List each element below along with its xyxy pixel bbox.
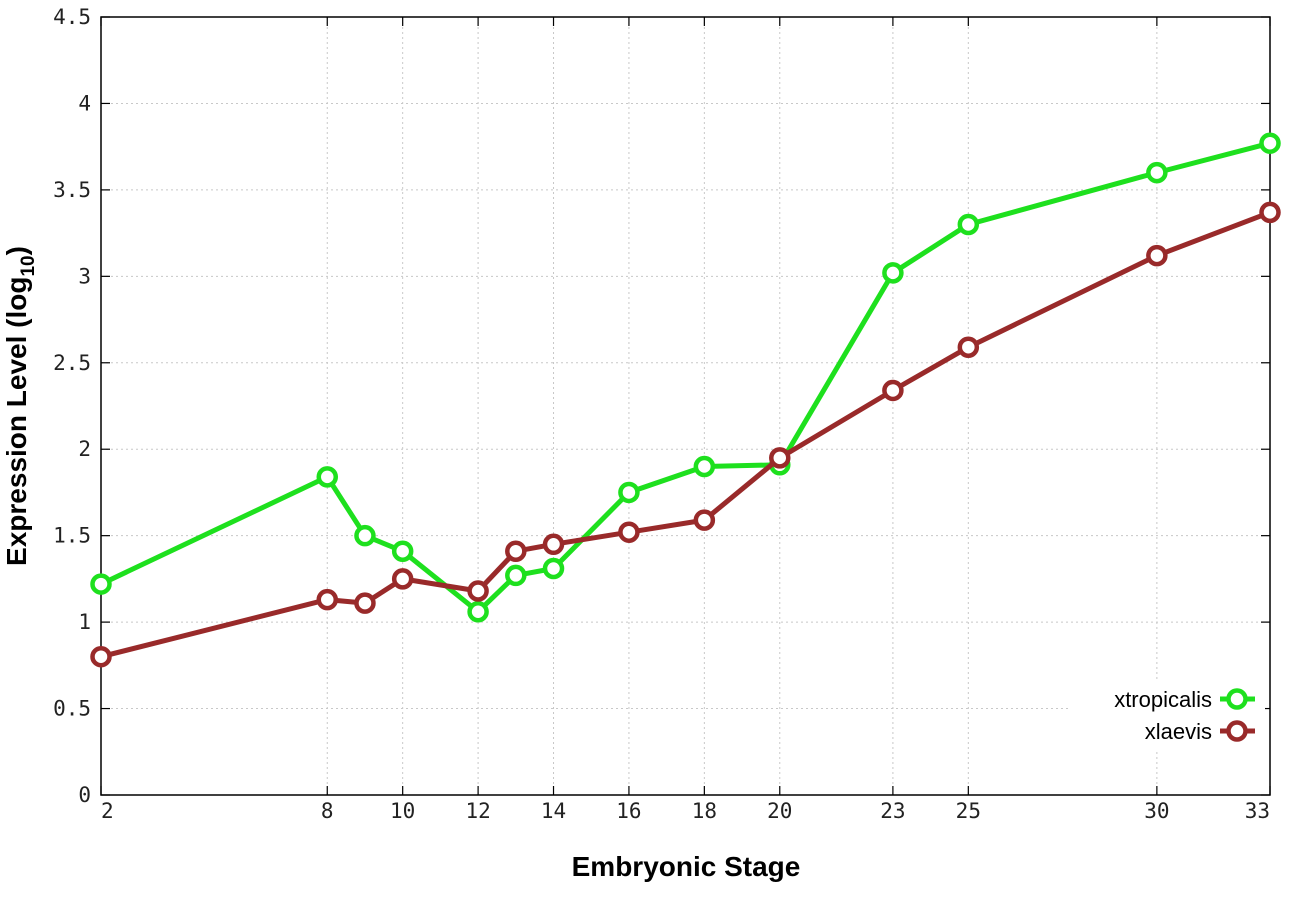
axis-ticks — [100, 16, 1271, 796]
y-axis-title-subscript: 10 — [18, 255, 39, 276]
series-xtropicalis — [90, 132, 1281, 623]
data-point-xlaevis — [1259, 201, 1281, 224]
series-line-xlaevis — [100, 210, 1271, 660]
data-point-xlaevis — [693, 509, 716, 531]
data-point-xlaevis — [316, 588, 339, 611]
y-tick-label: 1 — [78, 610, 91, 634]
data-point-xlaevis — [90, 645, 112, 668]
y-tick-label: 0.5 — [53, 697, 91, 721]
series-line-xtropicalis — [99, 140, 1271, 615]
data-point-xtropicalis — [505, 564, 527, 587]
x-tick-label: 25 — [956, 799, 981, 823]
y-tick-label: 3.5 — [53, 178, 91, 202]
data-point-xlaevis — [1146, 244, 1168, 267]
data-point-xlaevis — [769, 447, 791, 469]
x-tick-label: 30 — [1144, 799, 1169, 823]
series-layer — [90, 132, 1281, 668]
y-tick-label: 4.5 — [53, 5, 91, 29]
x-tick-label: 8 — [321, 799, 334, 823]
legend: xtropicalis xlaevis — [1070, 680, 1265, 752]
data-point-xtropicalis — [693, 455, 716, 478]
data-point-xtropicalis — [467, 600, 489, 623]
data-point-xlaevis — [467, 580, 489, 602]
legend-swatches — [1220, 688, 1255, 742]
data-point-xlaevis — [957, 336, 980, 358]
x-tick-label: 23 — [880, 799, 905, 823]
x-axis-title: Embryonic Stage — [572, 851, 801, 882]
data-point-xtropicalis — [618, 481, 640, 504]
y-tick-label: 4 — [78, 91, 91, 115]
series-xlaevis — [90, 201, 1281, 668]
y-tick-label: 2 — [78, 437, 91, 461]
y-axis-title-close: ) — [1, 246, 32, 255]
data-point-xtropicalis — [354, 524, 376, 547]
data-point-xtropicalis — [1146, 161, 1168, 184]
data-point-xtropicalis — [957, 213, 980, 236]
data-point-xlaevis — [882, 379, 904, 402]
legend-label-xlaevis: xlaevis — [1145, 719, 1212, 744]
data-point-xlaevis — [391, 568, 414, 590]
data-point-xlaevis — [542, 533, 565, 556]
data-point-xtropicalis — [542, 557, 565, 580]
y-tick-label: 3 — [78, 264, 91, 288]
y-tick-label: 0 — [78, 783, 91, 807]
x-tick-label: 14 — [541, 799, 566, 823]
x-tick-label: 16 — [616, 799, 641, 823]
data-point-xtropicalis — [316, 466, 339, 488]
x-tick-labels: 2 8 10 12 14 16 18 20 23 25 30 33 — [101, 799, 1270, 823]
y-tick-labels: 0 0.5 1 1.5 2 2.5 3 3.5 4 4.5 — [53, 5, 91, 807]
y-axis-title-main: Expression Level (log — [1, 277, 32, 566]
x-tick-label: 2 — [101, 799, 114, 823]
plot-frame — [100, 16, 1271, 796]
data-point-xtropicalis — [391, 540, 414, 562]
data-point-xtropicalis — [882, 262, 904, 284]
data-point-xtropicalis — [90, 573, 112, 595]
y-axis-title: Expression Level (log10) — [1, 246, 39, 566]
x-tick-label: 33 — [1245, 799, 1270, 823]
data-point-xlaevis — [505, 540, 527, 562]
legend-marker-xtropicalis — [1226, 688, 1248, 710]
y-tick-label: 2.5 — [53, 351, 91, 375]
y-tick-label: 1.5 — [53, 524, 91, 548]
data-point-xtropicalis — [1259, 132, 1281, 154]
x-tick-label: 12 — [465, 799, 490, 823]
data-point-xlaevis — [618, 521, 640, 543]
legend-marker-xlaevis — [1226, 720, 1248, 742]
legend-label-xtropicalis: xtropicalis — [1114, 687, 1212, 712]
data-point-xlaevis — [354, 592, 376, 614]
x-tick-label: 10 — [390, 799, 415, 823]
x-tick-label: 18 — [692, 799, 717, 823]
x-tick-label: 20 — [767, 799, 792, 823]
grid-lines — [101, 17, 1270, 795]
